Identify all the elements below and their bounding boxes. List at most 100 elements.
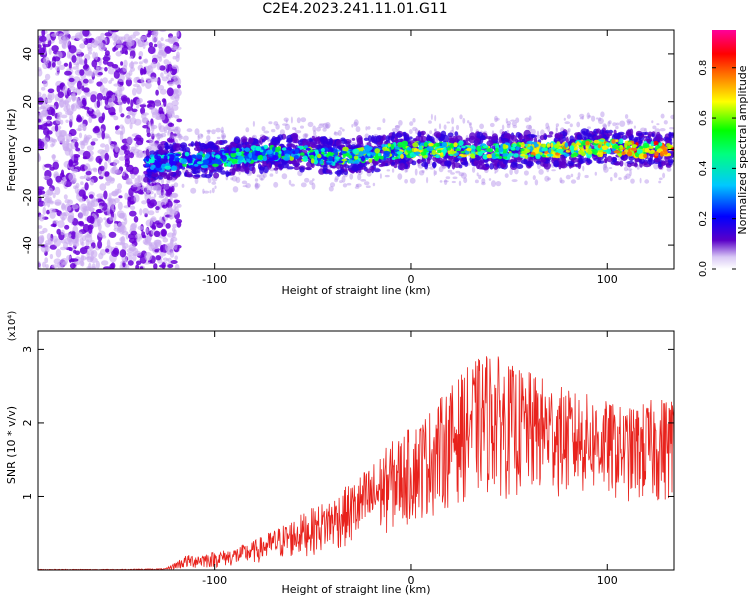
noise-speckle: [83, 209, 89, 217]
noise-speckle: [55, 72, 60, 76]
noise-speckle: [534, 179, 539, 186]
ridge-core-cell: [228, 158, 233, 161]
noise-speckle: [150, 124, 158, 130]
ridge-core-cell: [342, 146, 349, 152]
noise-speckle: [528, 124, 532, 132]
noise-speckle: [206, 129, 212, 133]
noise-speckle: [200, 133, 203, 137]
noise-speckle: [147, 210, 155, 216]
ridge-core-cell: [383, 152, 390, 158]
noise-speckle: [54, 199, 62, 207]
colorbar-tick-label: 0.6: [698, 110, 709, 126]
noise-speckle: [64, 203, 72, 212]
ridge-core-cell: [248, 152, 253, 159]
ridge-core-cell: [344, 152, 350, 157]
noise-speckle: [113, 83, 121, 87]
noise-speckle: [451, 117, 455, 125]
noise-speckle: [528, 115, 532, 121]
noise-speckle: [460, 172, 467, 179]
ridge-core-cell: [441, 141, 448, 148]
ridge-cell: [367, 135, 372, 143]
noise-speckle: [511, 121, 517, 127]
noise-speckle: [669, 127, 674, 130]
noise-speckle: [132, 183, 139, 188]
ridge-core-cell: [335, 156, 340, 160]
noise-speckle: [99, 165, 105, 172]
y-tick-label: 3: [21, 346, 34, 353]
noise-speckle: [626, 118, 632, 124]
noise-speckle: [172, 223, 177, 229]
noise-speckle: [51, 62, 56, 68]
noise-speckle: [121, 125, 126, 135]
ridge-cell: [394, 161, 399, 165]
noise-speckle: [59, 83, 64, 89]
noise-speckle: [41, 30, 46, 37]
noise-speckle: [627, 168, 633, 171]
noise-speckle: [88, 194, 94, 199]
ridge-core-cell: [654, 151, 659, 157]
noise-speckle: [47, 237, 54, 246]
noise-speckle: [302, 133, 308, 139]
noise-speckle: [155, 132, 162, 139]
noise-speckle: [353, 119, 359, 126]
ridge-core-cell: [163, 155, 168, 161]
noise-speckle: [73, 62, 80, 66]
noise-speckle: [44, 196, 53, 203]
noise-speckle: [261, 126, 266, 132]
noise-speckle: [130, 230, 137, 236]
ridge-core-cell: [196, 161, 203, 165]
ridge-core-cell: [229, 151, 236, 154]
noise-speckle: [433, 169, 436, 177]
noise-speckle: [438, 166, 444, 173]
ridge-core-cell: [341, 158, 348, 162]
ridge-cell: [402, 158, 407, 164]
noise-speckle: [596, 117, 599, 120]
ridge-core-cell: [449, 143, 455, 149]
noise-speckle: [82, 223, 90, 233]
noise-speckle: [602, 123, 607, 128]
noise-speckle: [54, 31, 59, 36]
noise-speckle: [612, 122, 617, 127]
noise-speckle: [111, 64, 119, 69]
ridge-cell: [385, 135, 390, 142]
noise-speckle: [180, 135, 184, 140]
noise-speckle: [160, 132, 167, 138]
noise-speckle: [342, 183, 348, 188]
ridge-core-cell: [585, 140, 590, 146]
ridge-core-cell: [146, 168, 152, 173]
noise-speckle: [125, 78, 132, 87]
ridge-core-cell: [647, 145, 654, 150]
ridge-cell: [195, 142, 200, 149]
noise-speckle: [84, 58, 88, 66]
ridge-cell: [612, 156, 618, 162]
ridge-core-cell: [348, 155, 353, 159]
ridge-cell: [526, 161, 534, 167]
noise-speckle: [567, 128, 571, 133]
ridge-core-cell: [406, 147, 412, 151]
ridge-cell: [145, 148, 150, 157]
noise-speckle: [115, 51, 122, 57]
noise-speckle: [372, 182, 376, 187]
noise-speckle: [69, 166, 74, 170]
noise-speckle: [46, 209, 50, 215]
noise-speckle: [570, 173, 574, 178]
noise-speckle: [577, 172, 581, 178]
ridge-core-cell: [470, 149, 476, 153]
noise-speckle: [104, 50, 110, 57]
noise-speckle: [608, 167, 613, 169]
noise-speckle: [129, 122, 133, 130]
noise-speckle: [167, 82, 174, 87]
noise-speckle: [181, 183, 185, 188]
colorbar-ticks: 0.00.20.40.60.8: [698, 60, 736, 277]
noise-speckle: [38, 44, 42, 49]
noise-speckle: [110, 77, 114, 82]
noise-speckle: [615, 122, 620, 126]
noise-speckle: [353, 121, 358, 127]
ridge-core-cell: [302, 155, 308, 162]
ridge-core-cell: [564, 153, 570, 157]
ridge-core-cell: [529, 146, 534, 153]
noise-speckle: [663, 120, 668, 125]
ridge-core-cell: [527, 147, 531, 150]
ridge-core-cell: [453, 142, 458, 148]
noise-speckle: [47, 88, 55, 94]
